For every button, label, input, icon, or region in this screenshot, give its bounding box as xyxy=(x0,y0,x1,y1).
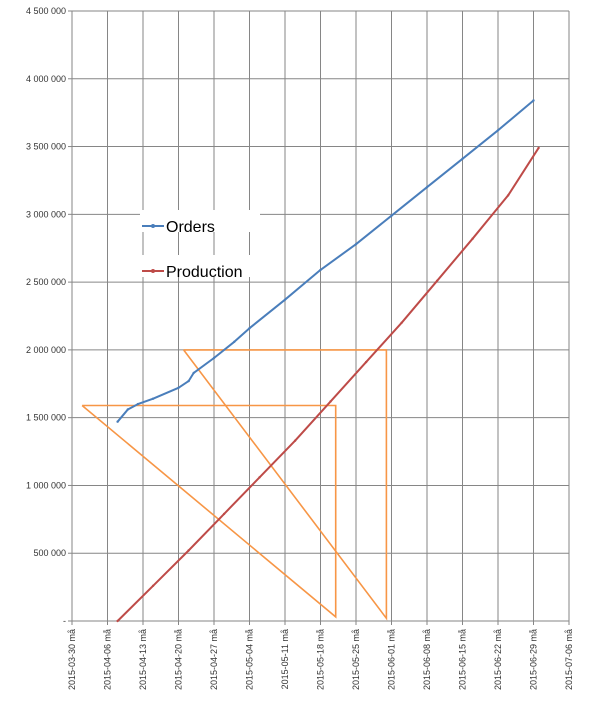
annotation-triangle-2 xyxy=(182,349,388,621)
data-point-orders xyxy=(354,243,358,246)
x-tick-label: 2015-06-22 må xyxy=(493,629,503,690)
legend-label-production: Production xyxy=(166,264,243,281)
y-tick-label: 2 000 000 xyxy=(26,345,66,355)
data-point-orders xyxy=(233,340,236,343)
legend: Orders Production xyxy=(140,210,260,281)
data-point-orders xyxy=(151,397,155,400)
data-point-production xyxy=(293,439,297,442)
data-point-production xyxy=(471,237,474,240)
data-point-production xyxy=(258,476,261,479)
annotation-triangle-1 xyxy=(81,404,337,619)
data-point-orders xyxy=(496,129,500,132)
x-tick-label: 2015-06-29 må xyxy=(529,629,539,690)
y-tick-label: 2 500 000 xyxy=(26,277,66,287)
data-point-orders xyxy=(390,214,393,217)
x-axis-tick-labels: 2015-03-30 må 2015-04-06 må 2015-04-13 må 2… xyxy=(67,629,574,690)
x-tick-label: 2015-05-04 må xyxy=(245,629,255,690)
data-point-production xyxy=(329,400,332,403)
x-tick-label: 2015-06-15 må xyxy=(458,629,468,690)
x-tick-label: 2015-05-25 må xyxy=(351,629,361,690)
x-tick-label: 2015-06-08 må xyxy=(422,629,432,690)
annotation-shapes xyxy=(81,349,388,621)
data-point-production xyxy=(187,549,190,552)
data-point-orders xyxy=(283,298,287,301)
gridlines xyxy=(71,10,570,622)
data-point-production xyxy=(506,194,510,197)
legend-bg-production xyxy=(140,255,260,277)
data-point-orders xyxy=(532,99,535,102)
series-line-orders xyxy=(116,99,535,423)
x-tick-label: 2015-07-06 må xyxy=(564,629,574,690)
y-tick-label: 500 000 xyxy=(33,548,66,558)
y-tick-label: 4 500 000 xyxy=(26,6,66,16)
y-tick-label: - xyxy=(63,616,66,626)
y-tick-label: 3 500 000 xyxy=(26,142,66,152)
x-tick-label: 2015-04-27 må xyxy=(209,629,219,690)
data-point-orders xyxy=(461,157,464,160)
x-tick-label: 2015-06-01 må xyxy=(387,629,397,690)
x-tick-label: 2015-05-11 må xyxy=(280,629,290,689)
legend-marker-production xyxy=(151,269,155,273)
y-tick-label: 1 500 000 xyxy=(26,413,66,423)
data-point-production xyxy=(116,619,119,623)
data-point-orders xyxy=(425,186,429,189)
data-point-production xyxy=(222,512,226,516)
data-point-orders xyxy=(116,420,119,423)
legend-label-orders: Orders xyxy=(166,219,215,236)
y-tick-label: 4 000 000 xyxy=(26,74,66,84)
data-point-production xyxy=(400,321,403,324)
legend-marker-orders xyxy=(151,224,155,228)
data-point-orders xyxy=(126,408,129,411)
x-tick-label: 2015-04-20 må xyxy=(174,629,184,690)
data-point-orders xyxy=(212,356,216,360)
data-point-production xyxy=(435,279,439,282)
x-tick-label: 2015-05-18 må xyxy=(316,629,326,690)
x-tick-label: 2015-04-13 må xyxy=(138,629,148,690)
data-point-orders xyxy=(248,327,251,330)
data-point-orders xyxy=(187,379,190,383)
data-point-production xyxy=(537,146,540,150)
y-tick-label: 3 000 000 xyxy=(26,209,66,219)
data-point-production xyxy=(151,584,155,587)
y-axis-tick-labels: - 500 000 1 000 000 1 500 000 2 000 000 2 500… xyxy=(26,6,66,626)
legend-bg-orders xyxy=(140,210,260,232)
x-tick-label: 2015-03-30 må xyxy=(67,629,77,690)
x-tick-label: 2015-04-06 må xyxy=(103,629,113,690)
data-series xyxy=(116,99,540,623)
data-point-orders xyxy=(192,371,195,375)
data-point-production xyxy=(364,360,368,364)
data-point-orders xyxy=(136,402,140,406)
axes xyxy=(68,10,570,625)
y-tick-label: 1 000 000 xyxy=(26,480,66,490)
data-point-orders xyxy=(319,268,322,272)
data-point-orders xyxy=(177,386,180,389)
